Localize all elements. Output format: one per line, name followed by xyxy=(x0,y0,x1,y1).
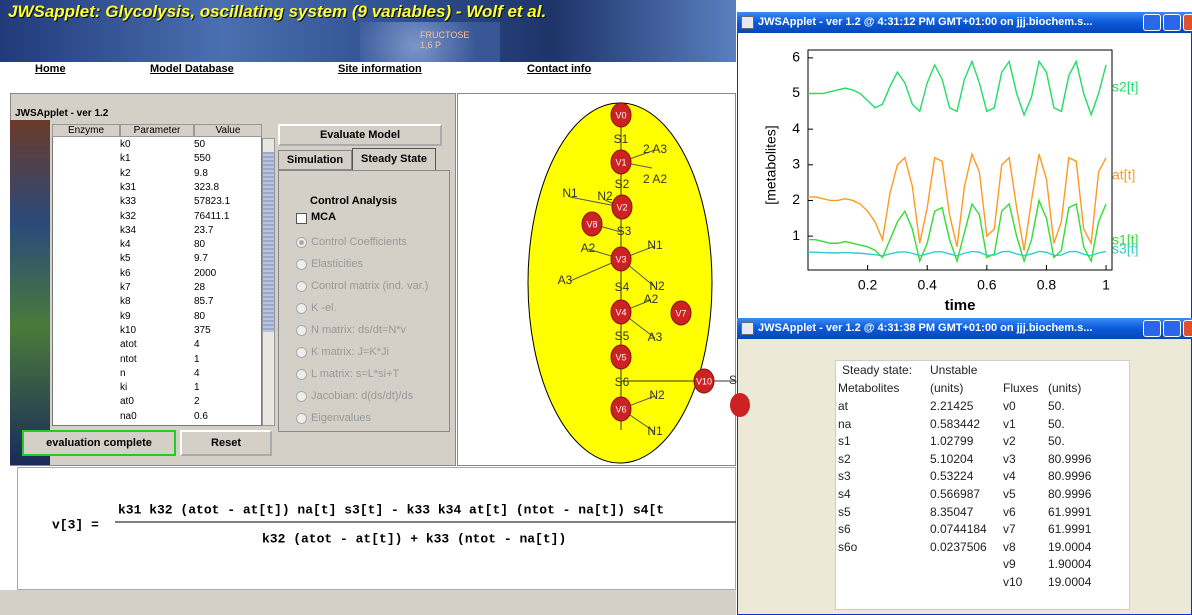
species-label: S6 xyxy=(615,375,630,389)
x-tick-label: 0.4 xyxy=(917,277,937,293)
species-label: S3 xyxy=(617,224,632,238)
equation-lhs: v[3] = xyxy=(52,517,99,532)
node-label: V6 xyxy=(615,404,626,414)
screen: JWSapplet: Glycolysis, oscillating syste… xyxy=(0,0,1192,615)
species-label: 2 A3 xyxy=(643,142,667,156)
node-label: V5 xyxy=(615,352,626,362)
species-label: 2 A2 xyxy=(643,172,667,186)
reaction-node xyxy=(730,393,750,417)
plot-frame xyxy=(808,50,1112,270)
series-label: s3[t] xyxy=(1112,241,1138,257)
node-label: V4 xyxy=(615,307,626,317)
species-label: S4 xyxy=(615,280,630,294)
y-axis-label: [metabolites] xyxy=(763,125,779,204)
series-label: s2[t] xyxy=(1112,79,1138,95)
x-axis-label: time xyxy=(945,297,976,314)
species-label: N2 xyxy=(649,388,665,402)
series-line xyxy=(808,154,1106,250)
species-label: S1 xyxy=(614,132,629,146)
series-line xyxy=(808,251,1106,255)
species-label: S5 xyxy=(615,329,630,343)
series-line xyxy=(808,61,1106,114)
species-label: A2 xyxy=(644,292,659,306)
x-tick-label: 1 xyxy=(1102,277,1110,293)
species-label: N2 xyxy=(649,279,665,293)
species-label: A3 xyxy=(648,330,663,344)
species-label: S xyxy=(729,373,737,387)
species-label: N2 xyxy=(597,189,613,203)
y-tick-label: 4 xyxy=(792,120,800,136)
node-label: V2 xyxy=(616,202,627,212)
species-label: N1 xyxy=(647,424,663,438)
series-line xyxy=(808,200,1106,261)
species-label: A3 xyxy=(558,273,573,287)
x-tick-label: 0.6 xyxy=(977,277,997,293)
node-label: V7 xyxy=(675,308,686,318)
node-label: V10 xyxy=(696,376,712,386)
species-label: N1 xyxy=(647,238,663,252)
y-tick-label: 6 xyxy=(792,49,800,65)
node-label: V0 xyxy=(615,110,626,120)
y-tick-label: 1 xyxy=(792,227,800,243)
equation-numerator: k31 k32 (atot - at[t]) na[t] s3[t] - k33… xyxy=(118,502,664,517)
species-label: N1 xyxy=(562,186,578,200)
species-label: A2 xyxy=(581,241,596,255)
graphics-layer: V0V1V2V8V3V4V7V5V10V6S12 A32 A2S2N1N2S3N… xyxy=(0,0,1192,615)
species-label: S2 xyxy=(615,177,630,191)
node-label: V3 xyxy=(615,254,626,264)
y-tick-label: 2 xyxy=(792,191,800,207)
x-tick-label: 0.2 xyxy=(858,277,878,293)
node-label: V1 xyxy=(615,157,626,167)
x-tick-label: 0.8 xyxy=(1037,277,1057,293)
y-tick-label: 5 xyxy=(792,84,800,100)
series-label: at[t] xyxy=(1112,167,1135,183)
y-tick-label: 3 xyxy=(792,156,800,172)
node-label: V8 xyxy=(586,219,597,229)
equation-denominator: k32 (atot - at[t]) + k33 (ntot - na[t]) xyxy=(262,531,566,546)
